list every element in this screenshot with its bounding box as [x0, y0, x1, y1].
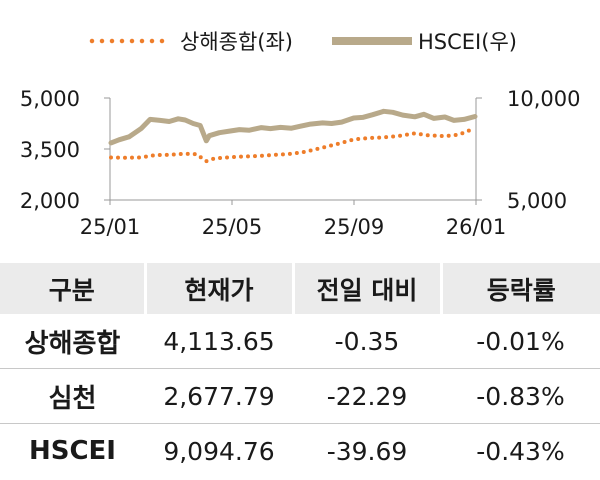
row-name: 심천	[0, 368, 145, 424]
x-axis-tick-label: 25/09	[324, 215, 385, 239]
table-row: 심천 2,677.79 -22.29 -0.83%	[0, 368, 600, 424]
row-change: -0.35	[334, 326, 400, 356]
row-change: -22.29	[293, 368, 441, 424]
right-axis-tick-label: 10,000	[507, 87, 580, 111]
row-rate: -0.43%	[441, 423, 600, 478]
header-change-rate: 등락률	[439, 263, 600, 314]
series-line-hscei	[108, 108, 478, 146]
header-change: 전일 대비	[291, 263, 441, 314]
x-axis-tick-label: 25/05	[202, 215, 263, 239]
table-header-row: 구분 현재가 전일 대비 등락률	[0, 263, 600, 314]
left-axis-tick-label: 2,000	[20, 189, 80, 213]
row-change: -39.69	[293, 423, 441, 478]
legend-label-shanghai: 상해종합(좌)	[180, 30, 293, 54]
row-price: 4,113.65	[163, 326, 275, 356]
dual-axis-line-chart: 상해종합(좌) HSCEI(우) 2,000 3,500 5,000 5,000 10,…	[20, 30, 581, 239]
table-row: 상해종합 4,113.65 -0.35 -0.01%	[0, 314, 600, 369]
row-rate: -0.83%	[441, 368, 600, 424]
x-axis-tick-label: 26/01	[446, 215, 507, 239]
legend-label-hscei: HSCEI(우)	[418, 30, 517, 54]
header-category: 구분	[0, 263, 145, 314]
row-name: 상해종합	[24, 328, 121, 359]
header-current-price: 현재가	[143, 263, 293, 314]
row-price: 9,094.76	[145, 423, 293, 478]
row-rate: -0.01%	[476, 326, 565, 356]
table-row: HSCEI 9,094.76 -39.69 -0.43%	[0, 423, 600, 478]
chart-legend: 상해종합(좌) HSCEI(우)	[89, 30, 517, 54]
row-price: 2,677.79	[145, 368, 293, 424]
x-axis-tick-label: 25/01	[80, 215, 141, 239]
index-table: 구분 현재가 전일 대비 등락률 상해종합 4,113.65 -0.35 -0.…	[0, 263, 600, 478]
row-name: HSCEI	[0, 423, 145, 478]
left-axis-tick-label: 5,000	[20, 87, 80, 111]
series-line-shanghai	[109, 126, 477, 164]
right-axis-tick-label: 5,000	[507, 189, 567, 213]
left-axis-tick-label: 3,500	[20, 138, 80, 162]
